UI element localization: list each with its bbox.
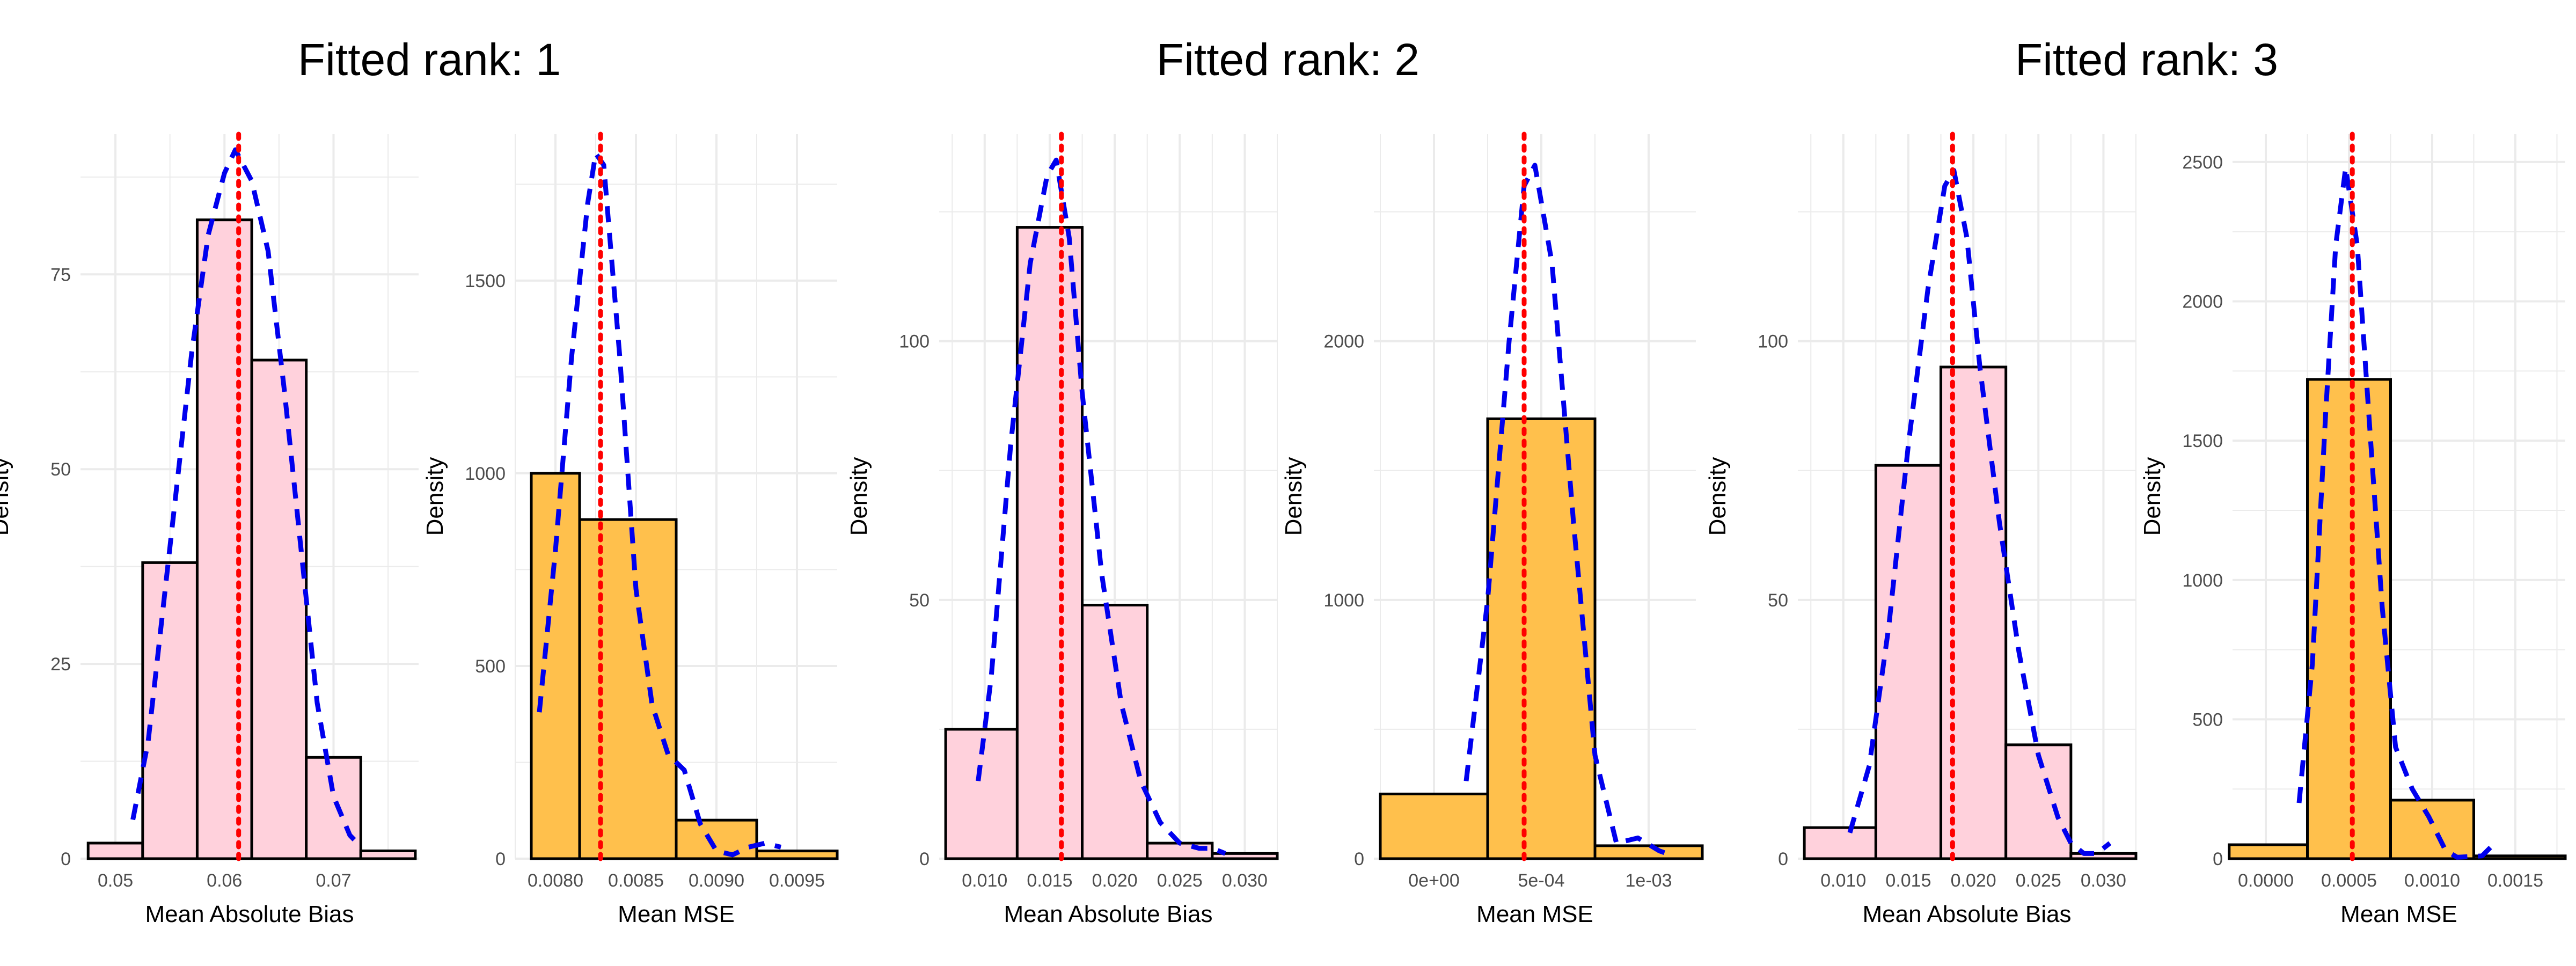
x-tick-label: 0.0085 bbox=[608, 870, 664, 891]
x-tick-label: 0.05 bbox=[98, 870, 133, 891]
histogram-bar-5 bbox=[1211, 852, 1279, 860]
y-axis-label: Density bbox=[422, 457, 448, 536]
histogram-bar-1 bbox=[1803, 826, 1877, 860]
y-tick-label: 2000 bbox=[2182, 292, 2223, 312]
x-tick-label: 0.030 bbox=[2081, 870, 2126, 891]
histogram-bar-6 bbox=[359, 849, 417, 860]
x-tick-label: 0.0015 bbox=[2487, 870, 2543, 891]
x-axis-label: Mean Absolute Bias bbox=[145, 901, 354, 927]
y-tick-label: 0 bbox=[1778, 849, 1788, 869]
y-tick-label: 1000 bbox=[2182, 570, 2223, 591]
histogram-bar-5 bbox=[305, 756, 362, 860]
x-axis-label: Mean MSE bbox=[618, 901, 735, 927]
histogram-bar-3 bbox=[2389, 799, 2475, 860]
x-axis-label: Mean Absolute Bias bbox=[1863, 901, 2072, 927]
density-curve bbox=[2296, 165, 2492, 860]
histogram-bar-2 bbox=[578, 518, 678, 860]
y-tick-label: 2500 bbox=[2182, 152, 2223, 173]
y-tick-label: 0 bbox=[495, 849, 506, 869]
histogram-bar-4 bbox=[1146, 841, 1214, 860]
y-tick-label: 100 bbox=[899, 332, 930, 352]
y-tick-label: 50 bbox=[50, 459, 71, 480]
x-tick-label: 0.015 bbox=[1027, 870, 1072, 891]
x-axis-label: Mean MSE bbox=[1476, 901, 1593, 927]
x-tick-label: 0.010 bbox=[1820, 870, 1866, 891]
y-axis-label: Density bbox=[1280, 457, 1307, 536]
x-tick-label: 0.0080 bbox=[528, 870, 583, 891]
group-titles: Fitted rank: 1 Fitted rank: 2 Fitted ran… bbox=[298, 34, 2278, 85]
histogram-bar-3 bbox=[1081, 604, 1149, 860]
y-tick-label: 50 bbox=[909, 590, 930, 611]
panel-5: 0.010 0.015 0.020 0.025 0.030 0 50 100 Mean Abso… bbox=[1704, 131, 2138, 927]
histogram-bar-4 bbox=[250, 358, 308, 860]
x-tick-label: 0.015 bbox=[1885, 870, 1931, 891]
x-tick-label: 0.0090 bbox=[689, 870, 744, 891]
histogram-bar-4 bbox=[2472, 854, 2567, 860]
y-tick-label: 50 bbox=[1768, 590, 1788, 611]
x-tick-label: 5e-04 bbox=[1518, 870, 1565, 891]
x-tick-label: 0.030 bbox=[1222, 870, 1268, 891]
x-tick-label: 0.0000 bbox=[2238, 870, 2294, 891]
x-tick-label: 0.020 bbox=[1092, 870, 1138, 891]
x-tick-label: 0.0095 bbox=[769, 870, 825, 891]
x-tick-label: 0.020 bbox=[1951, 870, 1996, 891]
y-tick-label: 75 bbox=[50, 265, 71, 285]
y-tick-label: 0 bbox=[919, 849, 930, 869]
group-title-1: Fitted rank: 1 bbox=[298, 34, 561, 85]
x-tick-label: 0.0010 bbox=[2404, 870, 2460, 891]
x-tick-label: 0.0005 bbox=[2321, 870, 2377, 891]
histogram-bar-1 bbox=[2228, 843, 2309, 860]
x-tick-label: 0.025 bbox=[1157, 870, 1203, 891]
panel-1: 0.05 0.06 0.07 0 25 50 75 Mean Absolute Bias Den… bbox=[0, 131, 419, 927]
x-tick-label: 0.025 bbox=[2016, 870, 2061, 891]
panel-3: 0.010 0.015 0.020 0.025 0.030 0 50 100 Mean Abso… bbox=[846, 131, 1279, 927]
x-axis-label: Mean MSE bbox=[2340, 901, 2457, 927]
y-tick-label: 0 bbox=[61, 849, 71, 869]
histogram-bar-2 bbox=[2306, 378, 2392, 860]
histogram-bar-2 bbox=[1874, 464, 1943, 860]
y-tick-label: 500 bbox=[2192, 709, 2223, 730]
group-title-2: Fitted rank: 2 bbox=[1157, 34, 1419, 85]
y-tick-label: 1000 bbox=[465, 464, 506, 484]
histogram-bar-3 bbox=[195, 218, 253, 860]
x-tick-label: 0e+00 bbox=[1408, 870, 1460, 891]
histogram-bar-1 bbox=[1379, 792, 1489, 860]
y-tick-label: 0 bbox=[2213, 849, 2223, 869]
histogram-bar-1 bbox=[530, 472, 581, 860]
y-axis-label: Density bbox=[846, 457, 872, 536]
y-tick-label: 100 bbox=[1758, 332, 1788, 352]
panel-2: 0.0080 0.0085 0.0090 0.0095 0 500 1000 1500 Mean… bbox=[422, 131, 839, 927]
y-axis-label: Density bbox=[0, 457, 13, 536]
panels: 0.05 0.06 0.07 0 25 50 75 Mean Absolute Bias Den… bbox=[0, 131, 2567, 927]
x-tick-label: 0.010 bbox=[962, 870, 1007, 891]
y-axis-label: Density bbox=[1704, 457, 1731, 536]
histogram-bar-5 bbox=[2069, 852, 2138, 860]
density-curve bbox=[976, 157, 1226, 856]
y-axis-label: Density bbox=[2139, 457, 2165, 536]
y-tick-label: 0 bbox=[1354, 849, 1364, 869]
density-curve bbox=[537, 151, 782, 858]
histogram-bar-2 bbox=[1486, 417, 1597, 860]
x-axis-label: Mean Absolute Bias bbox=[1004, 901, 1213, 927]
histogram-bar-4 bbox=[2004, 743, 2073, 860]
x-tick-label: 0.07 bbox=[316, 870, 351, 891]
y-tick-label: 1000 bbox=[1323, 590, 1364, 611]
group-title-3: Fitted rank: 3 bbox=[2015, 34, 2278, 85]
histogram-bar-3 bbox=[1593, 844, 1704, 860]
density-curve bbox=[1847, 168, 2112, 856]
panel-4: 0e+00 5e-04 1e-03 0 1000 2000 Mean MSE Density bbox=[1280, 131, 1704, 927]
x-tick-label: 1e-03 bbox=[1626, 870, 1672, 891]
histogram-bar-1 bbox=[86, 841, 144, 860]
y-tick-label: 2000 bbox=[1323, 332, 1364, 352]
panel-6: 0.0000 0.0005 0.0010 0.0015 0 500 1000 1500 2000… bbox=[2139, 131, 2567, 927]
x-tick-label: 0.06 bbox=[207, 870, 242, 891]
y-tick-label: 1500 bbox=[465, 271, 506, 291]
y-tick-label: 25 bbox=[50, 654, 71, 675]
histogram-bar-3 bbox=[675, 818, 758, 860]
histogram-bar-2 bbox=[1015, 226, 1084, 860]
histogram-bar-4 bbox=[755, 850, 839, 860]
y-tick-label: 1500 bbox=[2182, 431, 2223, 451]
y-tick-label: 500 bbox=[475, 656, 506, 677]
